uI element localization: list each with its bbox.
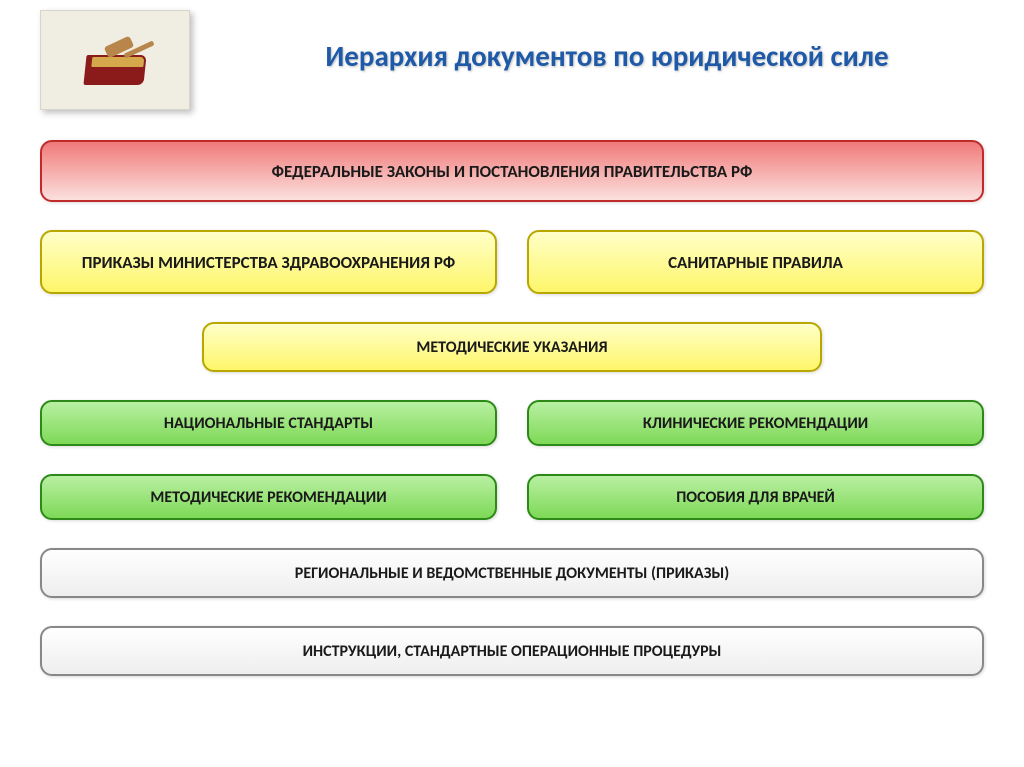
hierarchy-row: ПРИКАЗЫ МИНИСТЕРСТВА ЗДРАВООХРАНЕНИЯ РФ С… <box>40 230 984 294</box>
hierarchy-box: КЛИНИЧЕСКИЕ РЕКОМЕНДАЦИИ <box>527 400 984 446</box>
hierarchy-box: МЕТОДИЧЕСКИЕ РЕКОМЕНДАЦИИ <box>40 474 497 520</box>
gavel-book-icon <box>75 35 155 85</box>
hierarchy-box: ИНСТРУКЦИИ, СТАНДАРТНЫЕ ОПЕРАЦИОННЫЕ ПРО… <box>40 626 984 676</box>
hierarchy-box: РЕГИОНАЛЬНЫЕ И ВЕДОМСТВЕННЫЕ ДОКУМЕНТЫ (… <box>40 548 984 598</box>
hierarchy-row: МЕТОДИЧЕСКИЕ УКАЗАНИЯ <box>40 322 984 372</box>
hierarchy-row: ФЕДЕРАЛЬНЫЕ ЗАКОНЫ И ПОСТАНОВЛЕНИЯ ПРАВИ… <box>40 140 984 202</box>
header: Иерархия документов по юридической силе <box>40 0 984 110</box>
page-title: Иерархия документов по юридической силе <box>230 10 984 74</box>
hierarchy-box: ПОСОБИЯ ДЛЯ ВРАЧЕЙ <box>527 474 984 520</box>
hierarchy-row: МЕТОДИЧЕСКИЕ РЕКОМЕНДАЦИИ ПОСОБИЯ ДЛЯ ВРА… <box>40 474 984 520</box>
hierarchy-row: РЕГИОНАЛЬНЫЕ И ВЕДОМСТВЕННЫЕ ДОКУМЕНТЫ (… <box>40 548 984 598</box>
hierarchy-rows: ФЕДЕРАЛЬНЫЕ ЗАКОНЫ И ПОСТАНОВЛЕНИЯ ПРАВИ… <box>40 140 984 676</box>
hierarchy-box: ФЕДЕРАЛЬНЫЕ ЗАКОНЫ И ПОСТАНОВЛЕНИЯ ПРАВИ… <box>40 140 984 202</box>
hierarchy-box: САНИТАРНЫЕ ПРАВИЛА <box>527 230 984 294</box>
hierarchy-row: НАЦИОНАЛЬНЫЕ СТАНДАРТЫ КЛИНИЧЕСКИЕ РЕКОМЕ… <box>40 400 984 446</box>
hierarchy-box: МЕТОДИЧЕСКИЕ УКАЗАНИЯ <box>202 322 822 372</box>
hierarchy-row: ИНСТРУКЦИИ, СТАНДАРТНЫЕ ОПЕРАЦИОННЫЕ ПРО… <box>40 626 984 676</box>
title-icon-frame <box>40 10 190 110</box>
hierarchy-box: ПРИКАЗЫ МИНИСТЕРСТВА ЗДРАВООХРАНЕНИЯ РФ <box>40 230 497 294</box>
hierarchy-box: НАЦИОНАЛЬНЫЕ СТАНДАРТЫ <box>40 400 497 446</box>
